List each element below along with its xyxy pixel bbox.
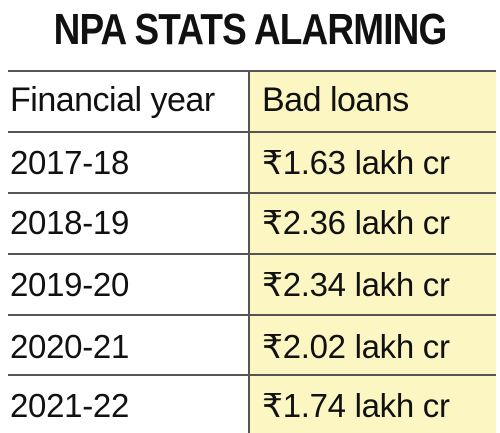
chart-title: NPA STATS ALARMING <box>53 5 448 54</box>
table-row: 2017-18 ₹1.63 lakh cr <box>8 132 496 193</box>
table-rule <box>8 131 496 133</box>
table-rule <box>8 374 496 376</box>
table-row: 2020-21 ₹2.02 lakh cr <box>8 316 496 377</box>
bad-loans-cell: ₹2.36 lakh cr <box>262 204 450 241</box>
npa-table: Financial year Bad loans 2017-18 ₹1.63 l… <box>8 70 496 433</box>
header-financial-year: Financial year <box>10 81 215 119</box>
table-row: 2019-20 ₹2.34 lakh cr <box>8 254 496 315</box>
year-cell: 2019-20 <box>10 265 130 303</box>
year-cell: 2017-18 <box>10 143 130 181</box>
year-cell: 2020-21 <box>10 327 130 365</box>
bad-loans-column-highlight <box>248 70 496 433</box>
header-bad-loans: Bad loans <box>262 81 409 119</box>
table-rule <box>8 192 496 194</box>
column-divider <box>248 70 250 433</box>
bad-loans-cell: ₹1.74 lakh cr <box>262 387 450 424</box>
table-header-row: Financial year Bad loans <box>8 70 496 131</box>
bad-loans-cell: ₹2.02 lakh cr <box>262 328 450 365</box>
table-row: 2021-22 ₹1.74 lakh cr <box>8 375 496 433</box>
table-rule <box>8 253 496 255</box>
table-row: 2018-19 ₹2.36 lakh cr <box>8 192 496 253</box>
year-cell: 2018-19 <box>10 203 130 241</box>
bad-loans-cell: ₹2.34 lakh cr <box>262 266 450 303</box>
year-cell: 2021-22 <box>10 386 130 424</box>
bad-loans-cell: ₹1.63 lakh cr <box>262 144 450 181</box>
table-rule <box>8 70 496 72</box>
table-rule <box>8 314 496 316</box>
